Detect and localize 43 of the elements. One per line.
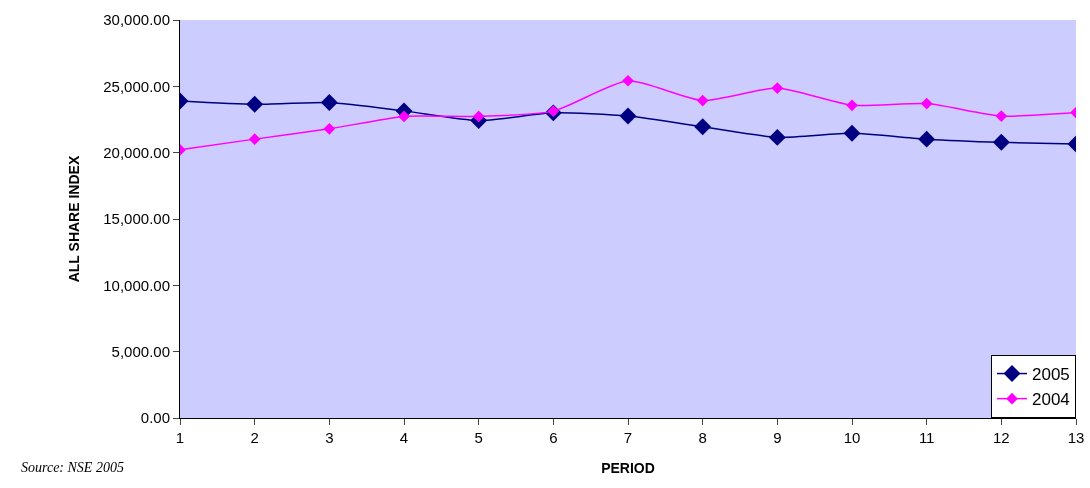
point bbox=[323, 122, 336, 135]
point bbox=[918, 130, 936, 148]
x-tick-label: 11 bbox=[918, 429, 935, 446]
point bbox=[320, 94, 338, 111]
y-tick-label: 20,000.00 bbox=[103, 143, 170, 161]
x-axis-title: PERIOD bbox=[601, 460, 655, 477]
y-tick-label: 15,000.00 bbox=[103, 210, 170, 228]
y-tick-label: 30,000.00 bbox=[103, 11, 170, 29]
x-tick-label: 8 bbox=[698, 429, 707, 446]
x-tick-label: 2 bbox=[250, 429, 259, 446]
x-tick-label: 13 bbox=[1067, 429, 1085, 446]
y-tick-label: 25,000.00 bbox=[103, 77, 170, 95]
x-tick-label: 5 bbox=[474, 429, 483, 446]
x-tick-label: 9 bbox=[773, 429, 782, 446]
x-tick-label: 4 bbox=[399, 429, 409, 446]
source-note: Source: NSE 2005 bbox=[21, 460, 124, 475]
y-axis-title: ALL SHARE INDEX bbox=[65, 155, 82, 283]
y-tick-label: 0.00 bbox=[140, 409, 170, 427]
x-tick-label: 3 bbox=[325, 429, 334, 446]
x-tick-label: 6 bbox=[549, 429, 558, 446]
y-tick-label: 5,000.00 bbox=[111, 342, 170, 360]
point bbox=[771, 82, 784, 94]
x-tick-label: 7 bbox=[623, 429, 633, 446]
x-tick-label: 12 bbox=[992, 429, 1010, 446]
y-tick-label: 10,000.00 bbox=[103, 276, 170, 294]
point bbox=[622, 74, 634, 87]
legend-label: 2005 bbox=[1032, 365, 1070, 385]
point bbox=[246, 95, 264, 113]
x-tick-label: 10 bbox=[843, 429, 861, 446]
point bbox=[843, 124, 861, 142]
point bbox=[619, 107, 637, 125]
point bbox=[992, 133, 1010, 151]
x-tick-label: 1 bbox=[175, 429, 185, 446]
point bbox=[694, 118, 712, 136]
point bbox=[248, 133, 261, 145]
point bbox=[696, 94, 709, 107]
point bbox=[768, 128, 786, 146]
point bbox=[995, 110, 1008, 122]
point bbox=[472, 110, 485, 123]
point bbox=[846, 99, 858, 112]
point bbox=[398, 110, 410, 123]
point bbox=[920, 97, 933, 110]
legend-label: 2004 bbox=[1032, 390, 1070, 410]
